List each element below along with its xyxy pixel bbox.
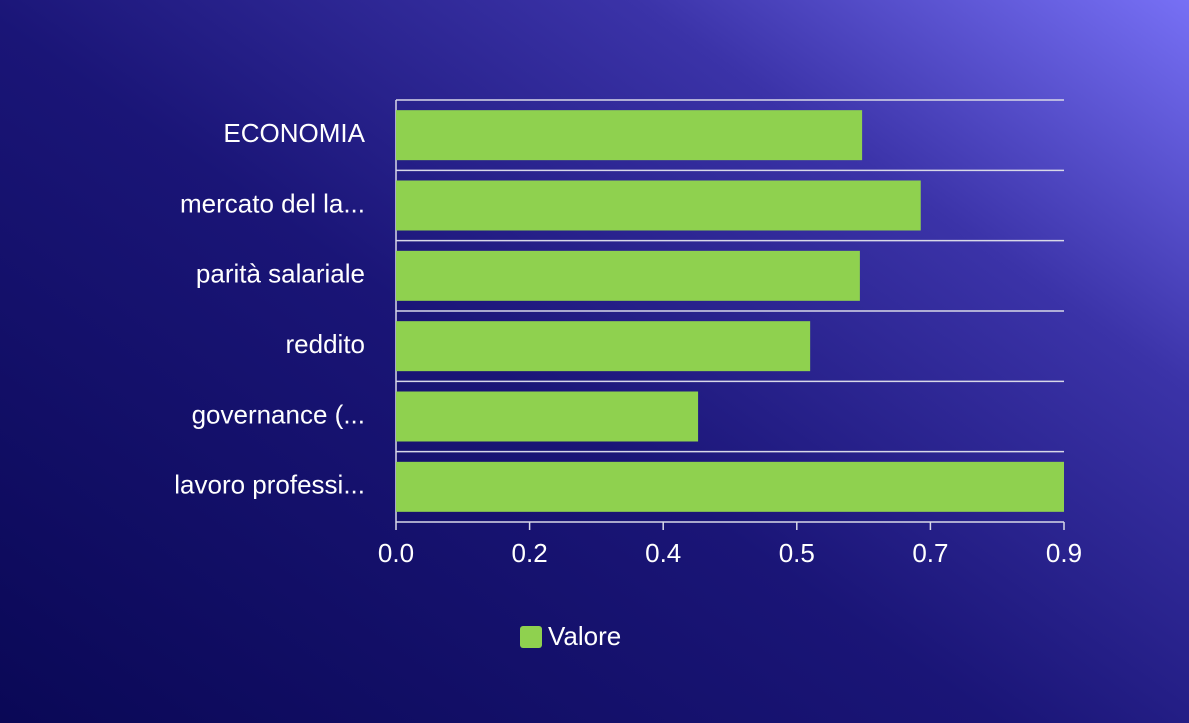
- bar: [396, 391, 699, 442]
- y-tick-label: reddito: [286, 329, 366, 359]
- y-tick-label: governance (...: [192, 399, 365, 429]
- bar: [396, 180, 921, 231]
- x-tick-label: 0.4: [645, 538, 681, 568]
- bar: [396, 250, 860, 301]
- y-tick-label: mercato del la...: [180, 188, 365, 218]
- x-tick-label: 0.5: [779, 538, 815, 568]
- legend-label: Valore: [548, 621, 621, 651]
- x-tick-label: 0.9: [1046, 538, 1082, 568]
- bar: [396, 110, 863, 161]
- x-tick-label: 0.2: [512, 538, 548, 568]
- bar: [396, 321, 811, 372]
- bar: [396, 461, 1064, 512]
- x-tick-label: 0.7: [912, 538, 948, 568]
- y-tick-label: ECONOMIA: [223, 118, 365, 148]
- y-tick-label: lavoro professi...: [174, 470, 365, 500]
- legend-swatch: [520, 626, 542, 648]
- y-tick-label: parità salariale: [196, 259, 365, 289]
- x-tick-label: 0.0: [378, 538, 414, 568]
